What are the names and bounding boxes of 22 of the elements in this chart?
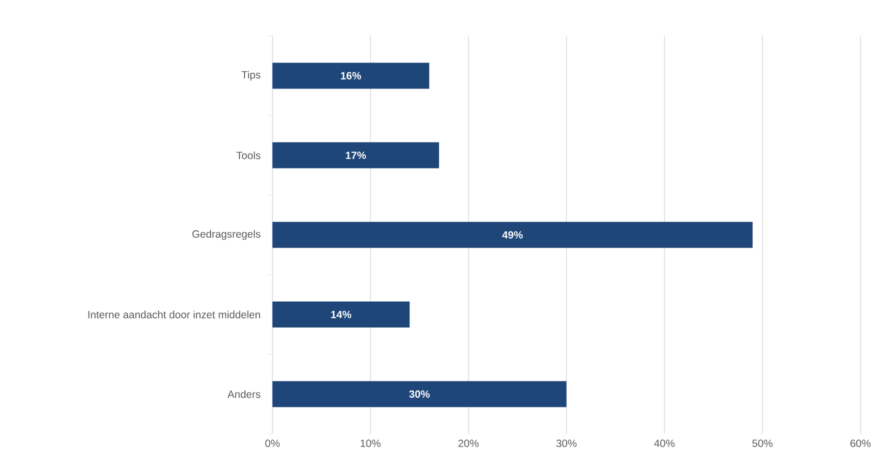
y-tick-label: Tips [242, 70, 260, 81]
bar [272, 381, 566, 408]
x-tick-label: 0% [265, 440, 280, 448]
data-label: 49% [502, 231, 523, 239]
x-tick-label: 10% [360, 440, 381, 448]
bar [272, 62, 430, 89]
data-label: 16% [340, 72, 362, 80]
x-tick-label: 60% [850, 440, 871, 448]
y-tick-label: Anders [227, 390, 260, 398]
bar [272, 302, 410, 328]
y-tick-label: Gedragsregels [192, 230, 260, 240]
data-label: 14% [331, 310, 352, 318]
bar [272, 222, 753, 248]
x-tick-label: 30% [556, 440, 577, 448]
data-label: 17% [346, 152, 366, 159]
x-tick-label: 50% [752, 440, 773, 448]
x-tick-label: 40% [654, 440, 675, 448]
data-label: 30% [409, 390, 430, 398]
bar [272, 142, 440, 168]
y-tick-label: Interne aandacht door inzet middelen [88, 310, 260, 318]
x-tick-label: 20% [458, 440, 479, 448]
y-tick-label: Tools [236, 151, 260, 160]
